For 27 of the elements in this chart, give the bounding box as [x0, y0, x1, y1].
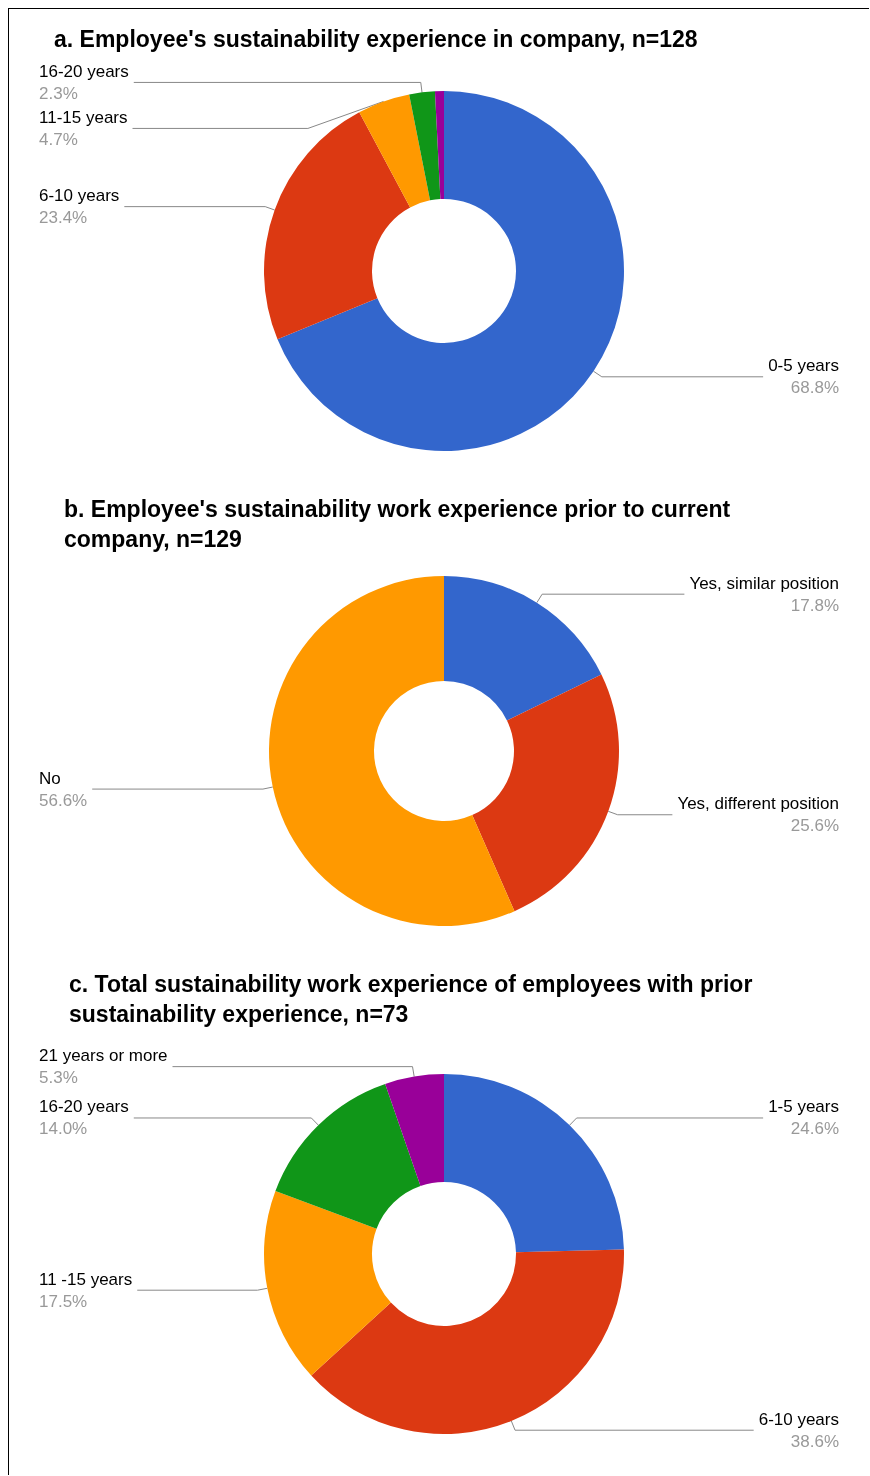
- data-label: 17.8%: [790, 595, 839, 615]
- data-label: 5.3%: [39, 1068, 78, 1088]
- data-label: 2.3%: [39, 83, 78, 103]
- slice-label: 1-5 years: [768, 1097, 839, 1117]
- chart-title: a. Employee's sustainability experience in company, n=128: [54, 26, 698, 52]
- slice-label: 0-5 years: [768, 356, 839, 376]
- data-label: 25.6%: [790, 816, 839, 836]
- slice-label: No: [39, 768, 61, 788]
- chart-title: c. Total sustainability work experience of employees with prior sustainability experience, n=73: [69, 971, 759, 1027]
- data-label: 38.6%: [790, 1431, 839, 1451]
- slice-label: 11 -15 years: [39, 1269, 133, 1289]
- slice-label: 16-20 years: [39, 61, 129, 81]
- data-label: 4.7%: [39, 129, 78, 149]
- data-label: 56.6%: [39, 790, 88, 810]
- slice-label: 6-10 years: [758, 1409, 839, 1429]
- data-label: 14.0%: [39, 1119, 88, 1139]
- data-label: 23.4%: [39, 208, 88, 228]
- data-label: 68.8%: [790, 378, 839, 398]
- data-label: 17.5%: [39, 1291, 88, 1311]
- data-label: 24.6%: [790, 1119, 839, 1139]
- slice-label: 11-15 years: [39, 107, 128, 127]
- slice-label: 6-10 years: [39, 186, 120, 206]
- slice-label: 21 years or more: [39, 1046, 168, 1066]
- chart-title: b. Employee's sustainability work experience prior to current company, n=129: [64, 496, 737, 552]
- slice-label: Yes, different position: [677, 794, 839, 814]
- slice-label: 16-20 years: [39, 1097, 129, 1117]
- slice-label: Yes, similar position: [689, 573, 839, 593]
